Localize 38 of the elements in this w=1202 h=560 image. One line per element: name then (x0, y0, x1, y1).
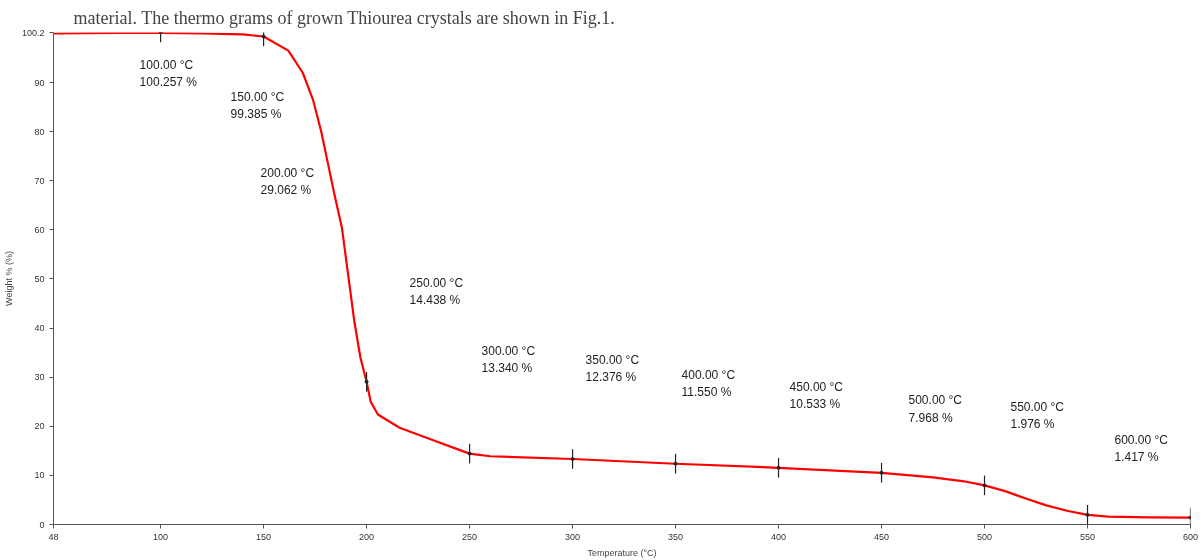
y-tick-label: 80 (34, 126, 45, 137)
x-tick-label: 100 (153, 531, 169, 542)
x-tick-label: 550 (1080, 531, 1096, 542)
annotation: 600.00 °C 1.417 % (1114, 432, 1169, 465)
annotation: 500.00 °C 7.968 % (908, 393, 963, 425)
y-tick-label: 0 (39, 519, 45, 530)
x-tick-label: 48 (48, 531, 59, 542)
x-tick-label: 400 (771, 531, 787, 542)
x-tick-label: 350 (668, 531, 684, 542)
x-tick-label: 200 (359, 531, 375, 542)
y-tick-label: 40 (34, 323, 45, 334)
line-series (53, 32, 1191, 519)
x-tick-label: 600 (1182, 531, 1199, 542)
annotation: 450.00 °C 10.533 % (789, 379, 844, 412)
x-axis-title: Temperature (°C) (587, 547, 657, 558)
y-axis-title: Weight % (%) (3, 251, 14, 306)
y-tick-label: 30 (34, 372, 45, 383)
annotation: 300.00 °C 13.340 % (481, 344, 536, 376)
annotation: 100.00 °C 100.257 % (139, 57, 198, 89)
annotation: 550.00 °C 1.976 % (1010, 399, 1065, 432)
y-tick-label: 60 (34, 224, 45, 235)
annotation: 350.00 °C 12.376 % (585, 352, 640, 385)
annotation: 400.00 °C 11.550 % (681, 367, 736, 400)
x-tick-label: 150 (256, 531, 272, 542)
x-tick-label: 500 (977, 531, 993, 542)
y-tick-label: 10 (34, 470, 45, 481)
annotation: 150.00 °C 99.385 % (230, 89, 285, 121)
y-tick-label: 50 (34, 273, 45, 284)
y-tick-label: 20 (34, 421, 45, 432)
text: material. The thermo grams of grown Thiourea crystals are shown in Fig.1. (73, 7, 615, 28)
y-tick-label: 70 (34, 175, 45, 186)
x-tick-label: 450 (874, 531, 890, 542)
x-tick-label: 250 (462, 531, 478, 542)
x-tick-label: 300 (565, 531, 581, 542)
annotation: 200.00 °C 29.062 % (260, 165, 315, 198)
annotation: 250.00 °C 14.438 % (409, 275, 464, 308)
y-tick-label: 90 (34, 77, 45, 88)
y-tick-label: 100.2 (21, 27, 45, 38)
